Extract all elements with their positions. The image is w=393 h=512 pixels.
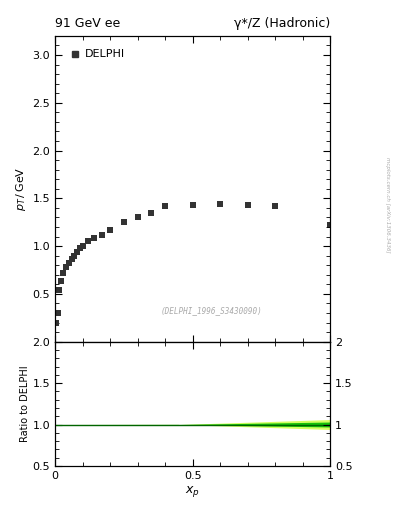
Legend: DELPHI: DELPHI <box>66 45 129 64</box>
Text: (DELPHI_1996_S3430090): (DELPHI_1996_S3430090) <box>161 307 263 315</box>
Y-axis label: $p_T\,/\,\mathrm{GeV}$: $p_T\,/\,\mathrm{GeV}$ <box>14 166 28 211</box>
Text: mcplots.cern.ch [arXiv:1306.3436]: mcplots.cern.ch [arXiv:1306.3436] <box>385 157 390 252</box>
Y-axis label: Ratio to DELPHI: Ratio to DELPHI <box>20 366 29 442</box>
X-axis label: $x_p$: $x_p$ <box>185 483 200 499</box>
Text: 91 GeV ee: 91 GeV ee <box>55 17 120 30</box>
Text: γ*/Z (Hadronic): γ*/Z (Hadronic) <box>234 17 330 30</box>
